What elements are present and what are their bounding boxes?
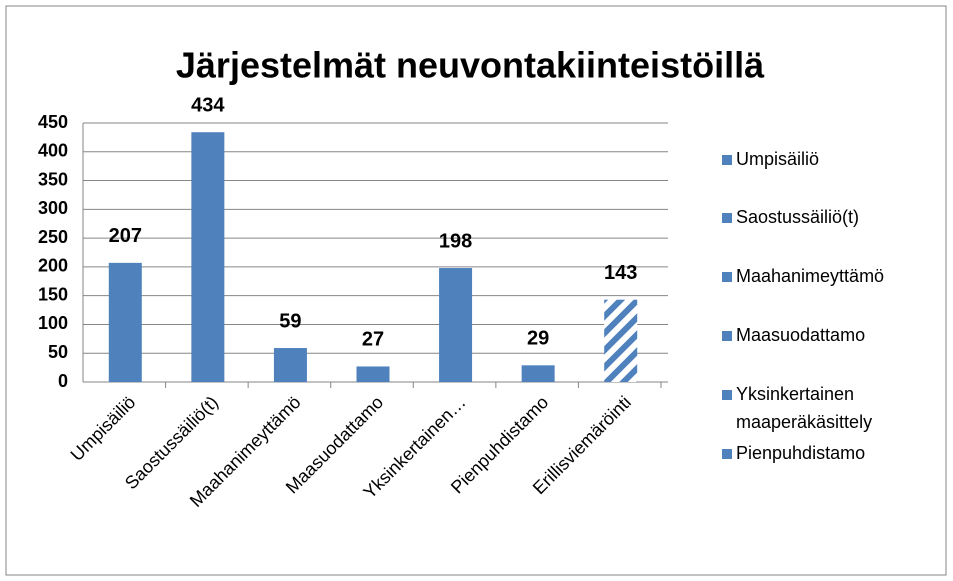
legend-label: Saostussäiliö(t) <box>736 207 859 227</box>
data-label: 143 <box>604 262 637 284</box>
bar <box>273 348 307 382</box>
bar <box>439 268 473 382</box>
bar <box>356 366 390 382</box>
legend-swatch <box>722 331 732 341</box>
bar <box>521 365 555 382</box>
legend-label: Umpisäiliö <box>736 149 819 169</box>
data-label: 207 <box>109 225 142 247</box>
legend-label: Pienpuhdistamo <box>736 443 865 463</box>
bar <box>191 132 225 382</box>
y-tick-label: 200 <box>38 256 68 276</box>
y-tick-label: 150 <box>38 284 68 304</box>
y-tick-label: 50 <box>48 342 68 362</box>
y-tick-label: 0 <box>58 371 68 391</box>
legend-swatch <box>722 272 732 282</box>
y-tick-label: 100 <box>38 313 68 333</box>
y-tick-label: 400 <box>38 141 68 161</box>
data-label: 59 <box>279 310 301 332</box>
legend-label: Maasuodattamo <box>736 325 865 345</box>
legend-label: Maahanimeyttämö <box>736 266 884 286</box>
data-label: 198 <box>439 230 472 252</box>
legend-swatch <box>722 213 732 223</box>
y-tick-label: 300 <box>38 198 68 218</box>
legend-swatch <box>722 155 732 165</box>
bar <box>108 262 142 382</box>
chart-title: Järjestelmät neuvontakiinteistöillä <box>176 45 765 86</box>
y-tick-label: 250 <box>38 227 68 247</box>
data-label: 29 <box>527 328 549 350</box>
chart-border <box>5 5 947 576</box>
y-tick-label: 450 <box>38 112 68 132</box>
data-label: 27 <box>362 329 384 351</box>
legend-swatch <box>722 390 732 400</box>
y-tick-label: 350 <box>38 169 68 189</box>
legend-swatch <box>722 449 732 459</box>
data-label: 434 <box>191 94 225 116</box>
bar <box>604 299 638 382</box>
legend-label: Yksinkertainen maaperäkäsittely <box>736 384 872 432</box>
